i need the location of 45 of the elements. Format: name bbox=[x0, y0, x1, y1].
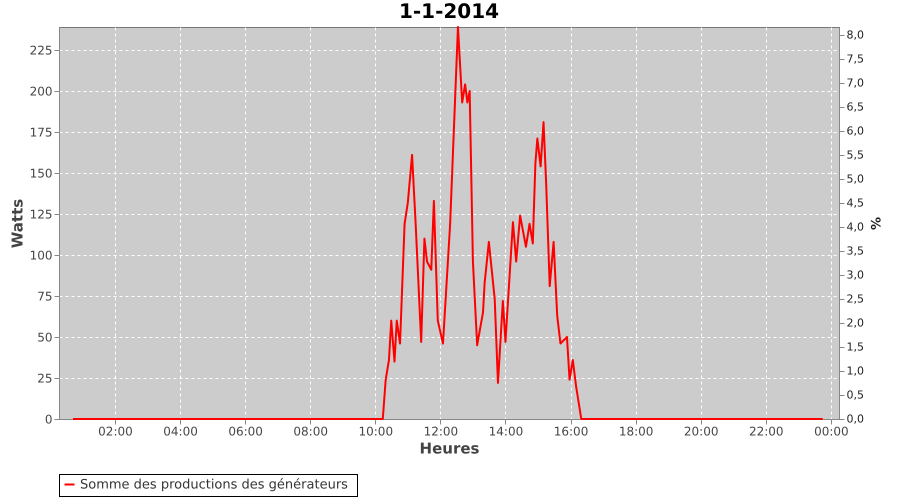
x-tick-label: 04:00 bbox=[163, 424, 198, 438]
x-tick-label: 22:00 bbox=[748, 424, 784, 438]
y-tick-label: 0 bbox=[44, 412, 52, 426]
y2-tick-label: 6,5 bbox=[846, 100, 864, 114]
y2-tick-label: 0,0 bbox=[846, 412, 864, 426]
line-series bbox=[72, 26, 824, 420]
y-tick-label: 50 bbox=[37, 330, 52, 344]
y-tick-label: 25 bbox=[37, 371, 52, 386]
y2-tick-label: 2,0 bbox=[846, 316, 864, 330]
y-tick-label: 125 bbox=[30, 207, 52, 222]
y2-tick-label: 3,5 bbox=[846, 244, 864, 258]
x-axis-title: Heures bbox=[420, 440, 480, 458]
y2-tick-label: 6,0 bbox=[846, 124, 864, 138]
y-tick-label: 175 bbox=[30, 125, 52, 140]
y2-tick-label: 2,5 bbox=[846, 292, 864, 306]
y2-tick-label: 4,5 bbox=[846, 196, 864, 210]
y-tick-label: 100 bbox=[30, 248, 52, 262]
y2-tick-label: 3,0 bbox=[846, 268, 864, 282]
y2-tick-label: 4,0 bbox=[846, 220, 864, 234]
x-tick-label: 02:00 bbox=[98, 424, 133, 438]
x-tick-label: 12:00 bbox=[424, 424, 458, 438]
legend-label: Somme des productions des générateurs bbox=[80, 478, 348, 492]
x-tick-label: 10:00 bbox=[358, 424, 394, 438]
x-tick-label: 06:00 bbox=[228, 424, 263, 438]
x-tick-label: 00:00 bbox=[814, 424, 849, 438]
x-tick-label: 08:00 bbox=[293, 424, 328, 438]
y2-tick-label: 5,0 bbox=[846, 172, 864, 186]
y2-tick-label: 7,0 bbox=[846, 76, 864, 90]
y2-axis-title: % bbox=[866, 216, 882, 230]
y-axis-title: Watts bbox=[8, 198, 27, 248]
x-tick-label: 16:00 bbox=[554, 424, 588, 438]
y2-tick-label: 8,0 bbox=[846, 28, 864, 42]
x-tick-label: 20:00 bbox=[684, 424, 718, 438]
x-tick-label: 18:00 bbox=[618, 424, 654, 438]
y-tick-label: 200 bbox=[30, 84, 52, 98]
x-tick-label: 14:00 bbox=[488, 424, 524, 438]
y-tick-label: 150 bbox=[30, 166, 52, 180]
y-tick-label: 225 bbox=[30, 43, 52, 58]
y2-tick-label: 1,0 bbox=[846, 364, 864, 378]
y2-tick-label: 7,5 bbox=[846, 52, 864, 66]
y-tick-label: 75 bbox=[37, 289, 52, 304]
y2-tick-label: 1,5 bbox=[846, 340, 864, 354]
y2-tick-label: 5,5 bbox=[846, 148, 864, 162]
chart-title: 1-1-2014 bbox=[398, 0, 500, 23]
y2-tick-label: 0,5 bbox=[846, 388, 864, 402]
